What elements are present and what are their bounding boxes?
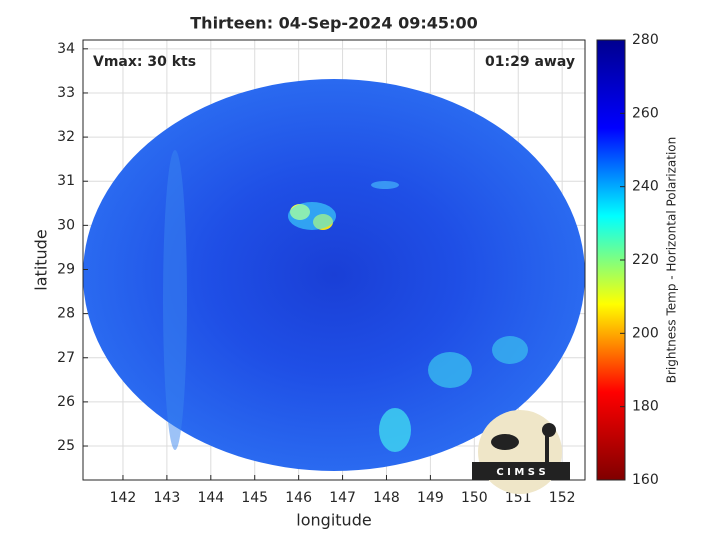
y-tick-label: 25 — [57, 438, 75, 454]
swath-feature — [492, 336, 528, 364]
x-tick-label: 147 — [329, 490, 356, 506]
x-tick-label: 151 — [505, 490, 532, 506]
swath-feature — [371, 181, 399, 189]
x-tick-label: 145 — [241, 490, 268, 506]
y-tick-label: 26 — [57, 394, 75, 410]
axes: 142 143 144 145 146 147 148 149 150 151 152 25 26 27 2… — [57, 41, 575, 506]
colorbar-tick-label: 240 — [632, 179, 659, 195]
colorbar-tick-label: 160 — [632, 472, 659, 488]
logo-tower — [545, 432, 549, 462]
swath-feature — [163, 150, 187, 450]
y-axis-label: latitude — [32, 229, 51, 290]
annotation: 01:29 away — [485, 54, 575, 70]
logo-bar — [472, 462, 570, 480]
logo-disc — [478, 410, 562, 494]
logo: C I M S S — [472, 410, 570, 494]
logo-dish — [491, 434, 519, 450]
x-tick-label: 152 — [549, 490, 576, 506]
chart-title: Thirteen: 04-Sep-2024 09:45:00 — [190, 14, 477, 33]
y-tick-label: 34 — [57, 41, 75, 57]
colorbar-axis: 160 180 200 220 240 260 280 — [620, 32, 659, 488]
x-tick-label: 150 — [461, 490, 488, 506]
y-tick-label: 28 — [57, 306, 75, 322]
y-tick-label: 33 — [57, 85, 75, 101]
x-tick-label: 149 — [417, 490, 444, 506]
colorbar-tick-label: 200 — [632, 325, 659, 341]
colorbar-label: Brightness Temp - Horizontal Polarizatio… — [665, 137, 679, 384]
plot-frame — [82, 39, 586, 481]
x-axis-label: longitude — [296, 511, 371, 530]
x-tick-label: 142 — [110, 490, 137, 506]
x-tick-label: 148 — [373, 490, 400, 506]
colorbar-tick-label: 220 — [632, 252, 659, 268]
x-tick-label: 146 — [285, 490, 312, 506]
y-tick-label: 32 — [57, 129, 75, 145]
annotation: Vmax: 30 kts — [93, 54, 196, 70]
colorbar-tick-label: 260 — [632, 105, 659, 121]
swath-feature — [288, 202, 336, 230]
swath-feature — [379, 408, 411, 452]
swath-image — [83, 79, 585, 471]
logo-text: C I M S S — [496, 467, 545, 478]
y-tick-label: 29 — [57, 261, 75, 277]
swath-feature — [428, 352, 472, 388]
x-tick-label: 144 — [197, 490, 224, 506]
x-tick-label: 143 — [154, 490, 181, 506]
colorbar-tick-label: 280 — [632, 32, 659, 48]
logo-tank — [542, 423, 556, 437]
y-tick-label: 30 — [57, 217, 75, 233]
y-tick-label: 31 — [57, 173, 75, 189]
colorbar-tick-label: 180 — [632, 399, 659, 415]
y-tick-label: 27 — [57, 350, 75, 366]
